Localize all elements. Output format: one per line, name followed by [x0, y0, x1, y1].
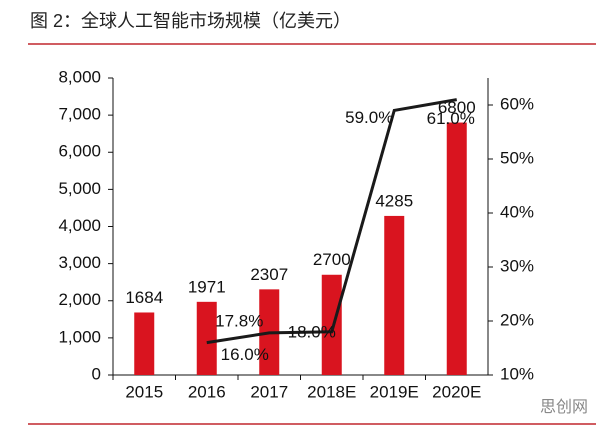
x-tick-label: 2017	[250, 382, 288, 401]
line-value-label: 59.0%	[345, 108, 393, 127]
bar	[384, 215, 405, 375]
y2-tick-label: 10%	[500, 364, 534, 383]
x-tick-label: 2019E	[370, 382, 419, 401]
y2-tick-label: 40%	[500, 202, 534, 221]
bar-value-label: 1971	[188, 277, 226, 296]
bar-value-label: 1684	[125, 288, 163, 307]
line-value-label: 17.8%	[215, 311, 263, 330]
bar	[446, 122, 467, 375]
y-tick-label: 1,000	[58, 327, 101, 346]
bar-value-label: 6800	[438, 98, 476, 117]
y-tick-label: 5,000	[58, 179, 101, 198]
watermark: 思创网	[540, 398, 588, 416]
y-tick-label: 6,000	[58, 142, 101, 161]
y-tick-label: 2,000	[58, 290, 101, 309]
y2-tick-label: 50%	[500, 148, 534, 167]
bar	[134, 312, 155, 375]
line-value-label: 18.0%	[288, 322, 336, 341]
y2-tick-label: 60%	[500, 94, 534, 113]
chart-title: 图 2：全球人工智能市场规模（亿美元）	[30, 11, 351, 31]
x-tick-label: 2015	[125, 382, 163, 401]
line	[206, 98, 458, 345]
y-tick-label: 4,000	[58, 216, 101, 235]
bar	[321, 274, 342, 375]
bar-value-label: 2700	[313, 250, 351, 269]
line-value-label: 61.0%	[427, 109, 475, 128]
y2-tick-label: 20%	[500, 310, 534, 329]
bar	[196, 301, 217, 375]
line-value-label: 16.0%	[221, 345, 269, 364]
y-tick-label: 3,000	[58, 253, 101, 272]
x-tick-label: 2018E	[307, 382, 356, 401]
x-tick-label: 2020E	[432, 382, 481, 401]
x-tick-label: 2016	[188, 382, 226, 401]
y-tick-label: 7,000	[58, 105, 101, 124]
y-tick-label: 0	[92, 364, 101, 383]
y2-tick-label: 30%	[500, 256, 534, 275]
bar-value-label: 2307	[250, 265, 288, 284]
bar-value-label: 4285	[375, 191, 413, 210]
y-tick-label: 8,000	[58, 67, 101, 86]
